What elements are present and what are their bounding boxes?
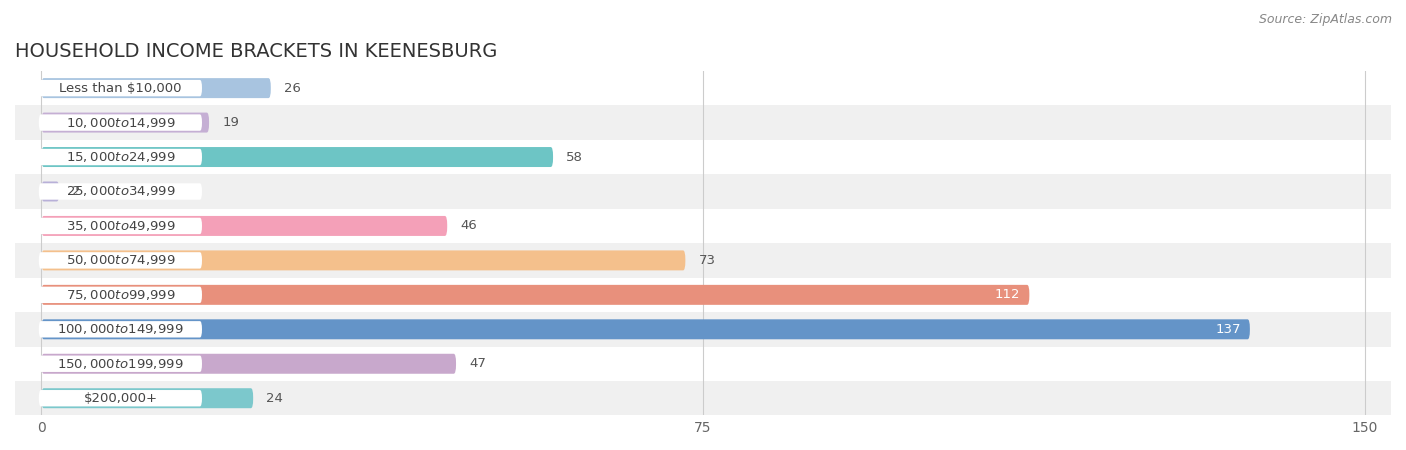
Text: 2: 2 xyxy=(72,185,80,198)
Bar xyxy=(15,312,1391,346)
FancyBboxPatch shape xyxy=(39,149,202,165)
Text: $200,000+: $200,000+ xyxy=(83,392,157,405)
FancyBboxPatch shape xyxy=(39,287,202,303)
Text: 73: 73 xyxy=(699,254,716,267)
FancyBboxPatch shape xyxy=(39,183,202,200)
Text: HOUSEHOLD INCOME BRACKETS IN KEENESBURG: HOUSEHOLD INCOME BRACKETS IN KEENESBURG xyxy=(15,42,498,61)
Text: $25,000 to $34,999: $25,000 to $34,999 xyxy=(66,184,176,198)
FancyBboxPatch shape xyxy=(41,285,1029,305)
FancyBboxPatch shape xyxy=(41,388,253,408)
Bar xyxy=(15,140,1391,174)
Text: Less than $10,000: Less than $10,000 xyxy=(59,81,181,94)
Bar xyxy=(15,174,1391,209)
FancyBboxPatch shape xyxy=(41,112,209,133)
FancyBboxPatch shape xyxy=(41,354,456,374)
Text: 58: 58 xyxy=(567,151,583,163)
Text: $75,000 to $99,999: $75,000 to $99,999 xyxy=(66,288,176,302)
Bar xyxy=(15,278,1391,312)
Bar xyxy=(15,243,1391,278)
Text: Source: ZipAtlas.com: Source: ZipAtlas.com xyxy=(1258,14,1392,27)
Text: 24: 24 xyxy=(266,392,283,405)
FancyBboxPatch shape xyxy=(39,356,202,372)
FancyBboxPatch shape xyxy=(41,181,59,202)
FancyBboxPatch shape xyxy=(39,218,202,234)
Text: 26: 26 xyxy=(284,81,301,94)
Text: $100,000 to $149,999: $100,000 to $149,999 xyxy=(58,322,184,336)
Bar xyxy=(15,209,1391,243)
FancyBboxPatch shape xyxy=(39,114,202,131)
Bar xyxy=(15,346,1391,381)
FancyBboxPatch shape xyxy=(39,390,202,406)
Text: 137: 137 xyxy=(1216,323,1241,336)
Text: $150,000 to $199,999: $150,000 to $199,999 xyxy=(58,357,184,371)
Text: $15,000 to $24,999: $15,000 to $24,999 xyxy=(66,150,176,164)
Text: 47: 47 xyxy=(470,357,486,370)
FancyBboxPatch shape xyxy=(41,147,553,167)
FancyBboxPatch shape xyxy=(41,320,1250,339)
Bar xyxy=(15,381,1391,415)
Text: $50,000 to $74,999: $50,000 to $74,999 xyxy=(66,253,176,267)
Bar xyxy=(15,71,1391,105)
Text: $10,000 to $14,999: $10,000 to $14,999 xyxy=(66,116,176,130)
Bar xyxy=(15,105,1391,140)
FancyBboxPatch shape xyxy=(39,321,202,338)
Text: $35,000 to $49,999: $35,000 to $49,999 xyxy=(66,219,176,233)
FancyBboxPatch shape xyxy=(41,78,271,98)
Text: 19: 19 xyxy=(222,116,239,129)
Text: 46: 46 xyxy=(460,220,477,233)
FancyBboxPatch shape xyxy=(41,250,685,270)
FancyBboxPatch shape xyxy=(41,216,447,236)
FancyBboxPatch shape xyxy=(39,252,202,269)
FancyBboxPatch shape xyxy=(39,80,202,96)
Text: 112: 112 xyxy=(995,288,1021,302)
